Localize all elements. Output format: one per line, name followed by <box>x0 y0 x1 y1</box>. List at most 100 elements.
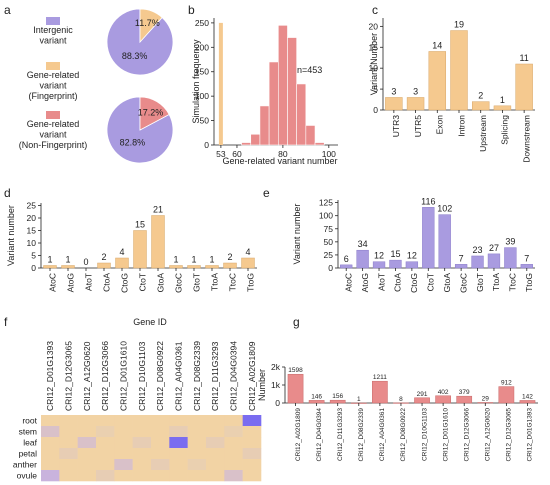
heatmap-cell <box>224 470 243 482</box>
y-axis-label: Simulation frequency <box>191 39 201 124</box>
heatmap-cell <box>169 437 188 449</box>
heatmap-cell <box>59 415 78 427</box>
data-label: 1 <box>500 95 505 105</box>
category-label: Splicing <box>500 115 510 145</box>
heatmap-cell <box>187 470 207 482</box>
heatmap-cell <box>59 459 78 471</box>
panel-label-e: e <box>263 186 270 200</box>
heatmap-cell <box>187 437 207 449</box>
panel-label-f: f <box>4 315 8 329</box>
data-label: 12 <box>407 251 417 261</box>
bar-atot <box>372 261 386 269</box>
category-label: CtoA <box>101 273 111 292</box>
bar-ctot <box>133 230 147 269</box>
heatmap-cell <box>96 448 115 460</box>
bar-ctoa <box>97 262 111 269</box>
data-label: 1 <box>173 255 178 265</box>
heatmap-cell <box>41 437 60 449</box>
row-label: root <box>22 416 37 426</box>
data-label: 156 <box>332 393 343 400</box>
category-label: CRI12_D01G1393 <box>527 408 534 462</box>
column-label: CRI12_A12G0620 <box>82 341 92 411</box>
data-label: 15 <box>135 220 145 230</box>
heatmap-cell <box>151 448 170 460</box>
observed-bar <box>218 22 223 146</box>
heatmap-cell <box>224 426 243 438</box>
y-tick-label: 20 <box>27 213 37 223</box>
data-label: 29 <box>482 395 490 402</box>
category-label: CRI12_A02G1809 <box>295 408 302 462</box>
bar-gene <box>456 395 473 404</box>
heatmap-cell <box>169 426 188 438</box>
legend-swatch <box>46 17 60 25</box>
panel-label-b: b <box>188 3 195 17</box>
y-tick-label: 15 <box>27 226 37 236</box>
legend-swatch <box>46 111 60 119</box>
bar-upstream <box>471 101 490 111</box>
histogram-bin <box>305 125 316 146</box>
heatmap-cell <box>77 437 97 449</box>
histogram-bin <box>314 142 325 146</box>
heatmap-cell <box>206 415 225 427</box>
heatmap-cell <box>41 415 60 427</box>
data-label: 1 <box>65 255 70 265</box>
bar-ctog <box>115 257 129 269</box>
heatmap-cell <box>77 470 97 482</box>
category-label: Upstream <box>478 115 488 152</box>
x-tick-label: 100 <box>322 149 336 159</box>
data-label: 142 <box>522 393 533 400</box>
data-label: 7 <box>524 253 529 263</box>
heatmap-cell <box>41 470 60 482</box>
heatmap-cell <box>59 437 78 449</box>
y-tick-label: 25 <box>27 201 37 211</box>
heatmap-cell <box>242 426 262 438</box>
heatmap-cell <box>242 448 262 460</box>
heatmap-cell <box>96 426 115 438</box>
legend-label: Gene-related variant (Fingerprint) <box>27 70 80 101</box>
bar-gene <box>519 400 536 404</box>
pie-slice-label: 88.3% <box>122 51 148 61</box>
histogram-bin <box>241 142 252 146</box>
data-label: 27 <box>489 243 499 253</box>
column-label: CRI12_D04G0394 <box>229 341 239 411</box>
heatmap-cell <box>114 470 133 482</box>
y-axis-label: Variant number <box>292 204 302 265</box>
category-label: TtoG <box>245 273 255 292</box>
bar-gtot <box>471 255 484 269</box>
bar-intron <box>450 30 468 111</box>
y-tick-label: 5 <box>373 84 378 94</box>
category-label: AtoT <box>83 273 93 291</box>
heatmap-cell <box>59 470 78 482</box>
panel-label-d: d <box>4 186 11 200</box>
category-label: TtoG <box>524 273 534 292</box>
heatmap-cell <box>169 448 188 460</box>
data-label: 12 <box>374 251 384 261</box>
histogram-bin <box>296 83 307 146</box>
category-label: CRI12_D11G3293 <box>337 408 344 461</box>
category-label: CtoG <box>409 273 419 293</box>
y-tick-label: 50 <box>324 237 334 247</box>
data-label: 102 <box>437 204 452 214</box>
data-label: 4 <box>119 247 124 257</box>
heatmap-cell <box>77 415 97 427</box>
row-label: stem <box>19 427 37 437</box>
column-label: CRI12_D01G1393 <box>45 341 55 411</box>
heatmap-cell <box>151 470 170 482</box>
panel-label-g: g <box>293 315 300 329</box>
pie-slice-label: 17.2% <box>138 107 164 117</box>
pie-slice-label: 82.8% <box>120 138 146 148</box>
heatmap-cell <box>151 415 170 427</box>
row-label: petal <box>19 449 38 459</box>
pie-slice-label: 11.7% <box>135 18 160 28</box>
category-label: GtoC <box>173 273 183 293</box>
y-tick-label: 0 <box>204 140 209 150</box>
bar-atoc <box>43 265 57 269</box>
category-label: TtoC <box>508 273 518 291</box>
heatmap-cell <box>77 448 97 460</box>
category-label: AtoC <box>343 273 353 292</box>
heatmap-cell <box>224 459 243 471</box>
y-tick-label: 100 <box>195 91 209 101</box>
bar-atog <box>61 265 75 269</box>
bar-utr3 <box>385 97 403 111</box>
